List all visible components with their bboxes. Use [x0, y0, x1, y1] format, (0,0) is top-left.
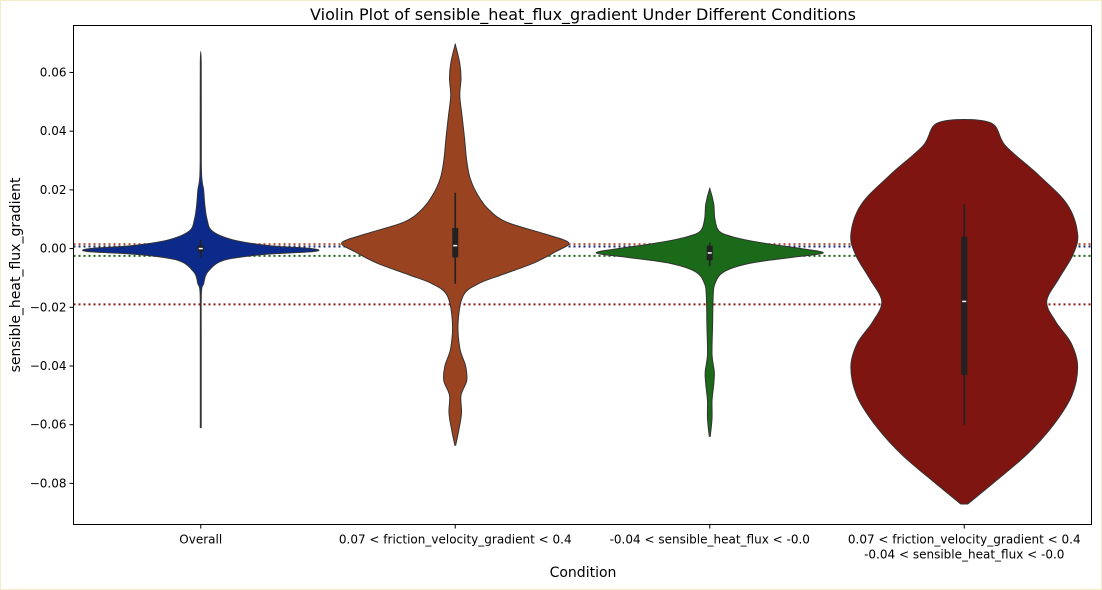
violins: [82, 43, 1079, 505]
y-axis-title: sensible_heat_flux_gradient: [8, 177, 24, 372]
violin-body: [595, 187, 824, 437]
y-tick-label: 0.00: [40, 242, 67, 256]
chart-title: Violin Plot of sensible_heat_flux_gradie…: [310, 5, 856, 25]
x-axis-ticks: Overall 0.07 < friction_velocity_gradient…: [179, 524, 1081, 562]
violin-iqr-box: [961, 236, 968, 375]
violin-4: [850, 118, 1079, 505]
x-tick-label: -0.04 < sensible_heat_flux < -0.0: [864, 548, 1064, 562]
y-tick-label: −0.04: [30, 359, 67, 373]
y-tick-label: −0.02: [30, 300, 67, 314]
y-tick-label: −0.08: [30, 476, 67, 490]
y-axis-ticks: 0.06 0.04 0.02 0.00 −0.02 −0.04 −0.06 −0.08: [30, 65, 74, 490]
violin-3: [595, 187, 824, 437]
plot-area-frame: [73, 25, 1092, 525]
violin-1: [82, 51, 320, 429]
violin-2: [341, 43, 570, 446]
y-tick-label: 0.02: [40, 183, 67, 197]
y-tick-label: 0.04: [40, 124, 67, 138]
x-tick-label: 0.07 < friction_velocity_gradient < 0.4: [848, 533, 1081, 547]
violin-iqr-box: [452, 228, 459, 258]
x-axis-title: Condition: [550, 565, 617, 581]
x-tick-label: Overall: [179, 533, 222, 547]
y-tick-label: −0.06: [30, 418, 67, 432]
x-tick-label: 0.07 < friction_velocity_gradient < 0.4: [339, 533, 572, 547]
y-tick-label: 0.06: [40, 65, 67, 79]
x-tick-label: -0.04 < sensible_heat_flux < -0.0: [610, 533, 810, 547]
violin-body: [82, 51, 320, 429]
